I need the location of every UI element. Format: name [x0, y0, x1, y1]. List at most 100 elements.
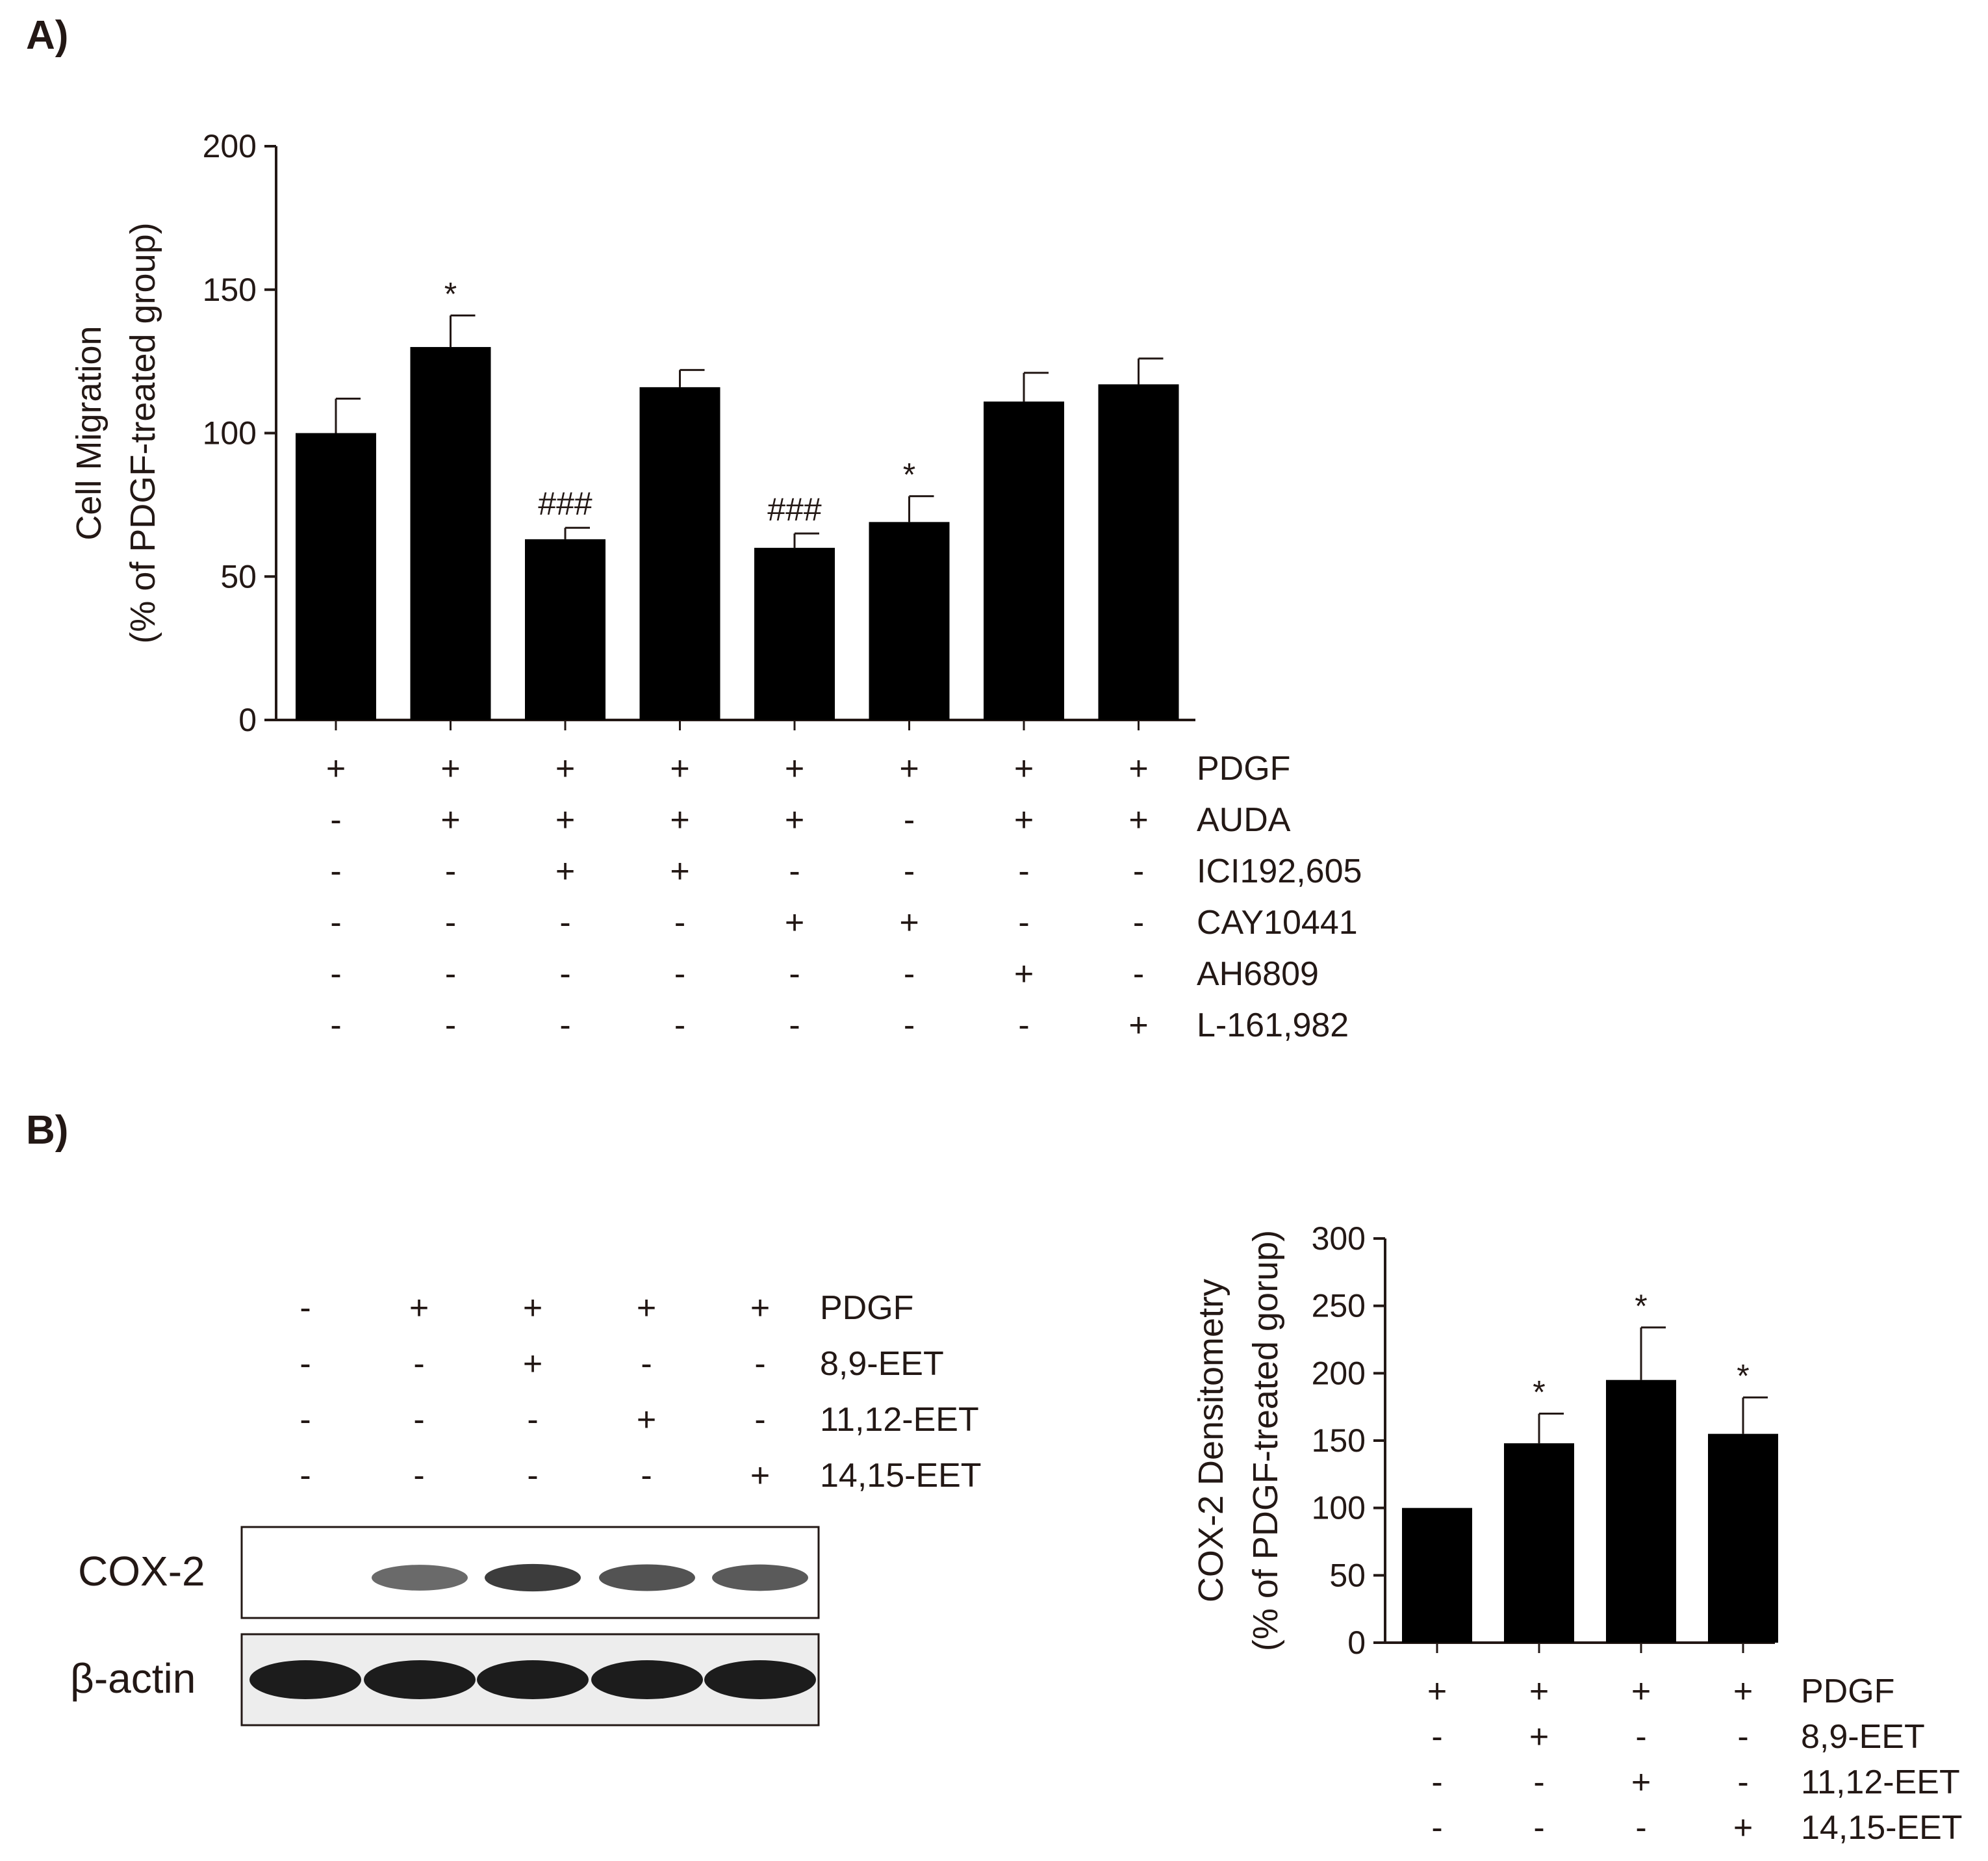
cox2-densitometry-chart: 0 50 100 150 200 250 300 COX-2 Densitometry (% o…	[1192, 1220, 1778, 1661]
condition-label: 14,15-EET	[1801, 1809, 1963, 1847]
minus-sign: -	[445, 1007, 456, 1044]
panel-a-label: A)	[26, 13, 68, 58]
cox2-densitometry-conditions: + + + + PDGF - + - - 8,9-EET - - + - 11,12-EET - - - +14,1…	[1427, 1673, 1963, 1847]
y-tick-label: 100	[1312, 1490, 1366, 1526]
bar	[296, 433, 376, 720]
y-tick-label: 0	[1347, 1624, 1366, 1661]
bar	[1504, 1443, 1574, 1643]
minus-sign: -	[674, 1007, 685, 1044]
cell-migration-conditions: + + + + + + + + PDGF - + + + + - + + AUDA - - + + - - - - ICI192,6…	[326, 750, 1362, 1044]
bar	[639, 387, 720, 720]
minus-sign: -	[674, 955, 685, 993]
plus-sign: +	[785, 904, 804, 942]
minus-sign: -	[1431, 1764, 1442, 1801]
panel-b-label: B)	[26, 1108, 68, 1153]
plus-sign: +	[1128, 1007, 1148, 1044]
bar	[1708, 1433, 1778, 1643]
minus-sign: -	[1018, 853, 1029, 890]
condition-label: L-161,982	[1197, 1007, 1349, 1044]
minus-sign: -	[299, 1401, 311, 1439]
cox2-band	[599, 1564, 695, 1591]
minus-sign: -	[754, 1345, 765, 1383]
minus-sign: -	[527, 1401, 538, 1439]
plus-sign: +	[637, 1401, 656, 1439]
minus-sign: -	[299, 1289, 311, 1327]
minus-sign: -	[1533, 1764, 1544, 1801]
plus-sign: +	[750, 1289, 770, 1327]
condition-label: CAY10441	[1197, 904, 1358, 942]
minus-sign: -	[1635, 1718, 1646, 1756]
cox2-band	[485, 1563, 581, 1592]
cox2-band	[372, 1565, 468, 1591]
actin-band	[249, 1660, 361, 1699]
plus-sign: +	[1014, 801, 1034, 839]
minus-sign: -	[559, 955, 570, 993]
minus-sign: -	[904, 955, 915, 993]
y-tick-label: 300	[1312, 1220, 1366, 1257]
minus-sign: -	[1737, 1718, 1748, 1756]
significance-label: *	[1737, 1358, 1749, 1394]
plus-sign: +	[555, 750, 575, 788]
minus-sign: -	[789, 955, 800, 993]
condition-label: ICI192,605	[1197, 853, 1362, 890]
plus-sign: +	[1631, 1764, 1651, 1801]
plus-sign: +	[785, 750, 804, 788]
plus-sign: +	[326, 750, 346, 788]
plus-sign: +	[1128, 801, 1148, 839]
plus-sign: +	[1529, 1673, 1549, 1710]
actin-label: β-actin	[70, 1655, 196, 1702]
minus-sign: -	[754, 1401, 765, 1439]
minus-sign: -	[1133, 853, 1144, 890]
bar	[869, 522, 950, 720]
minus-sign: -	[527, 1457, 538, 1495]
minus-sign: -	[330, 1007, 341, 1044]
y-tick-label: 50	[220, 558, 257, 595]
actin-band	[477, 1660, 589, 1699]
y-tick-label: 250	[1312, 1288, 1366, 1324]
cell-migration-chart: 0 50 100 150 200 Cell Migration (% of PDGF-tre…	[70, 128, 1195, 738]
y-tick-label: 150	[203, 272, 257, 308]
minus-sign: -	[1635, 1809, 1646, 1847]
minus-sign: -	[674, 904, 685, 942]
condition-label: 8,9-EET	[820, 1345, 944, 1383]
condition-label: AH6809	[1197, 955, 1319, 993]
bar	[525, 539, 605, 720]
actin-band	[364, 1660, 476, 1699]
minus-sign: -	[904, 853, 915, 890]
y-axis-label: Cell Migration	[70, 326, 108, 540]
plus-sign: +	[899, 904, 919, 942]
bar	[984, 401, 1064, 720]
plus-sign: +	[440, 801, 460, 839]
plus-sign: +	[670, 801, 689, 839]
y-axis-label-units: (% of PDGF-treated gorup)	[1246, 1230, 1285, 1651]
significance-label: *	[1533, 1374, 1545, 1411]
minus-sign: -	[330, 853, 341, 890]
western-blot: - + + + + PDGF - - + - - 8,9-EET - - - + - 11,12-EET - - - - +…	[70, 1289, 982, 1726]
y-tick-label: 50	[1329, 1557, 1366, 1593]
y-tick-label: 0	[238, 702, 257, 738]
significance-label: ###	[538, 485, 593, 522]
actin-band	[591, 1660, 703, 1699]
minus-sign: -	[904, 801, 915, 839]
significance-label: ###	[767, 491, 822, 528]
plus-sign: +	[555, 801, 575, 839]
plus-sign: +	[1014, 750, 1034, 788]
significance-label: *	[1635, 1288, 1647, 1324]
actin-band	[704, 1660, 816, 1699]
condition-label: 8,9-EET	[1801, 1718, 1925, 1756]
plus-sign: +	[523, 1289, 542, 1327]
minus-sign: -	[641, 1345, 652, 1383]
condition-label: 11,12-EET	[820, 1401, 979, 1439]
plus-sign: +	[1631, 1673, 1651, 1710]
bar	[1402, 1508, 1472, 1643]
minus-sign: -	[330, 801, 341, 839]
minus-sign: -	[413, 1457, 424, 1495]
minus-sign: -	[445, 904, 456, 942]
cox2-band	[712, 1564, 808, 1591]
y-axis-label-units: (% of PDGF-treated group)	[123, 222, 162, 643]
minus-sign: -	[641, 1457, 652, 1495]
minus-sign: -	[445, 853, 456, 890]
minus-sign: -	[1533, 1809, 1544, 1847]
minus-sign: -	[330, 904, 341, 942]
minus-sign: -	[789, 1007, 800, 1044]
